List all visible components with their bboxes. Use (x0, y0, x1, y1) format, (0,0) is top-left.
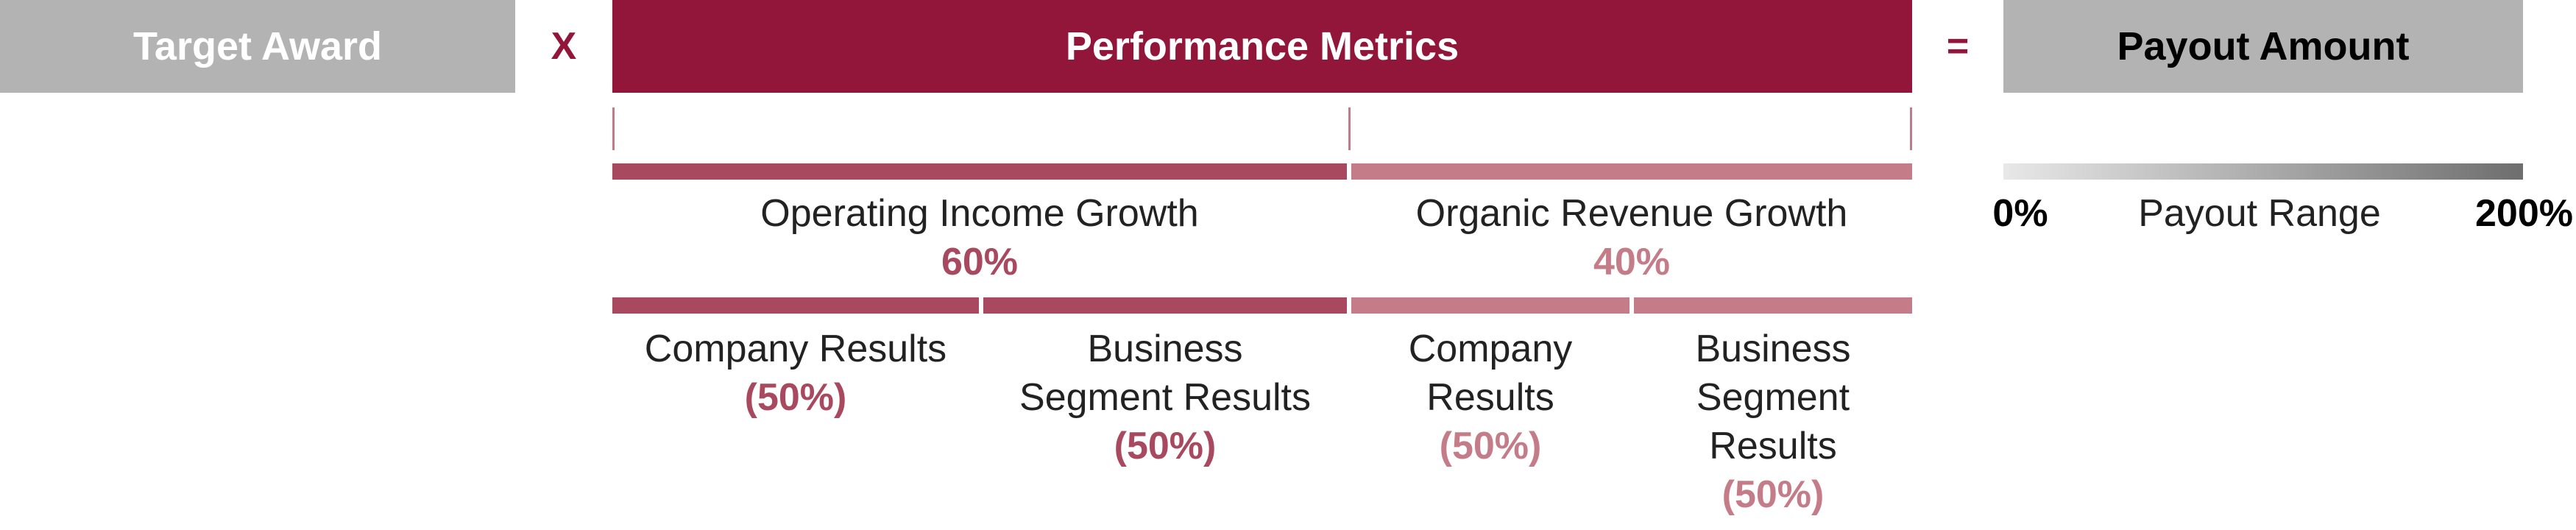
payout-range-max: 200% (2475, 192, 2573, 235)
organic-revenue-weight: 40% (1593, 241, 1671, 283)
payout-range-min: 0% (1992, 192, 2048, 235)
or-segment-label-line3: Results (1709, 425, 1837, 467)
organic-revenue-label: Organic Revenue Growth (1415, 192, 1848, 235)
or-company-label-line1: Company (1408, 328, 1573, 370)
or-segment-label-line1: Business (1695, 328, 1851, 370)
multiply-sign: X (551, 25, 577, 68)
or-company-weight: (50%) (1439, 425, 1542, 467)
payout-range-label: Payout Range (2138, 192, 2381, 235)
oi-company-label: Company Results (644, 328, 947, 370)
or-company-label-line2: Results (1426, 376, 1554, 419)
tick-left (612, 107, 615, 150)
operating-income-label: Operating Income Growth (760, 192, 1199, 235)
oi-company-bar (612, 297, 979, 314)
target-award-label: Target Award (132, 24, 383, 68)
or-segment-label-line2: Segment (1696, 376, 1850, 419)
payout-range-gradient (2003, 163, 2523, 180)
or-segment-bar (1634, 297, 1912, 314)
oi-segment-weight: (50%) (1114, 425, 1217, 467)
tick-right (1910, 107, 1912, 150)
target-award-box: Target Award (0, 0, 515, 93)
oi-segment-label-line2: Segment Results (1019, 376, 1311, 419)
equals-sign: = (1946, 25, 1970, 68)
performance-metrics-box: Performance Metrics (612, 0, 1912, 93)
operating-income-weight: 60% (941, 241, 1019, 283)
or-segment-weight: (50%) (1722, 473, 1825, 516)
oi-segment-bar (983, 297, 1347, 314)
organic-revenue-bar (1351, 163, 1912, 180)
performance-metrics-label: Performance Metrics (1065, 24, 1459, 68)
operating-income-bar (612, 163, 1347, 180)
tick-middle (1348, 107, 1351, 150)
oi-segment-label-line1: Business (1087, 328, 1243, 370)
payout-amount-box: Payout Amount (2003, 0, 2523, 93)
or-company-bar (1351, 297, 1630, 314)
payout-amount-label: Payout Amount (2117, 24, 2410, 68)
oi-company-weight: (50%) (744, 376, 847, 419)
